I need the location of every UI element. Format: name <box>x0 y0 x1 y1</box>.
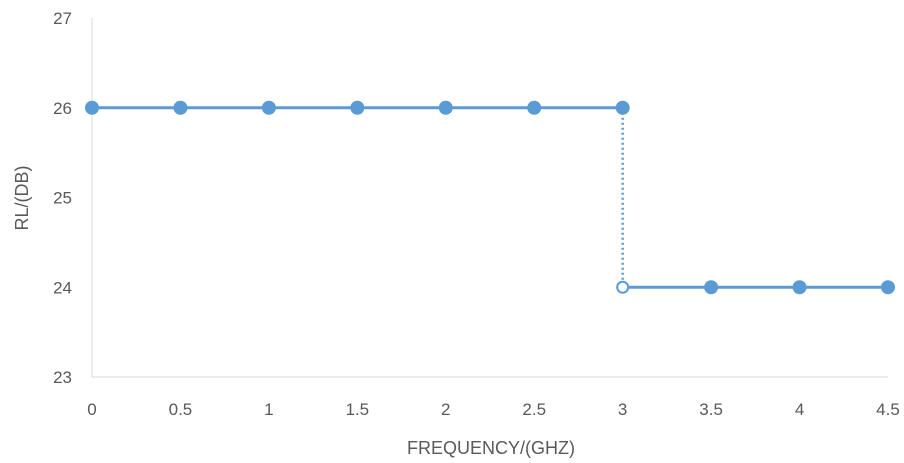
data-point <box>527 100 542 115</box>
y-tick-label: 24 <box>53 278 72 297</box>
y-tick-label: 25 <box>53 189 72 208</box>
open-data-point <box>616 280 630 294</box>
x-tick-labels: 0 0.5 1 1.5 2 2.5 3 3.5 4 4.5 <box>87 400 900 419</box>
y-axis-title: RL/(DB) <box>12 165 32 230</box>
x-tick-label: 2.5 <box>522 400 546 419</box>
data-point <box>350 100 365 115</box>
y-tick-label: 23 <box>53 368 72 387</box>
y-tick-label: 26 <box>53 99 72 118</box>
x-tick-label: 3.5 <box>699 400 723 419</box>
y-tick-label: 27 <box>53 9 72 28</box>
data-point <box>881 280 895 295</box>
data-point <box>792 280 807 295</box>
data-point <box>615 100 630 115</box>
x-tick-label: 0.5 <box>169 400 193 419</box>
x-tick-label: 1 <box>264 400 273 419</box>
x-tick-label: 4.5 <box>876 400 900 419</box>
x-tick-label: 3 <box>618 400 627 419</box>
data-point <box>261 100 276 115</box>
x-tick-label: 0 <box>87 400 96 419</box>
data-point <box>173 100 188 115</box>
y-tick-labels: 23 24 25 26 27 <box>53 9 72 387</box>
plot-area <box>85 100 895 295</box>
data-point <box>438 100 453 115</box>
data-point <box>704 280 719 295</box>
x-axis-title: FREQUENCY/(GHZ) <box>407 438 575 458</box>
x-tick-label: 2 <box>441 400 450 419</box>
x-tick-label: 4 <box>795 400 804 419</box>
data-point <box>85 100 99 115</box>
x-tick-label: 1.5 <box>346 400 370 419</box>
